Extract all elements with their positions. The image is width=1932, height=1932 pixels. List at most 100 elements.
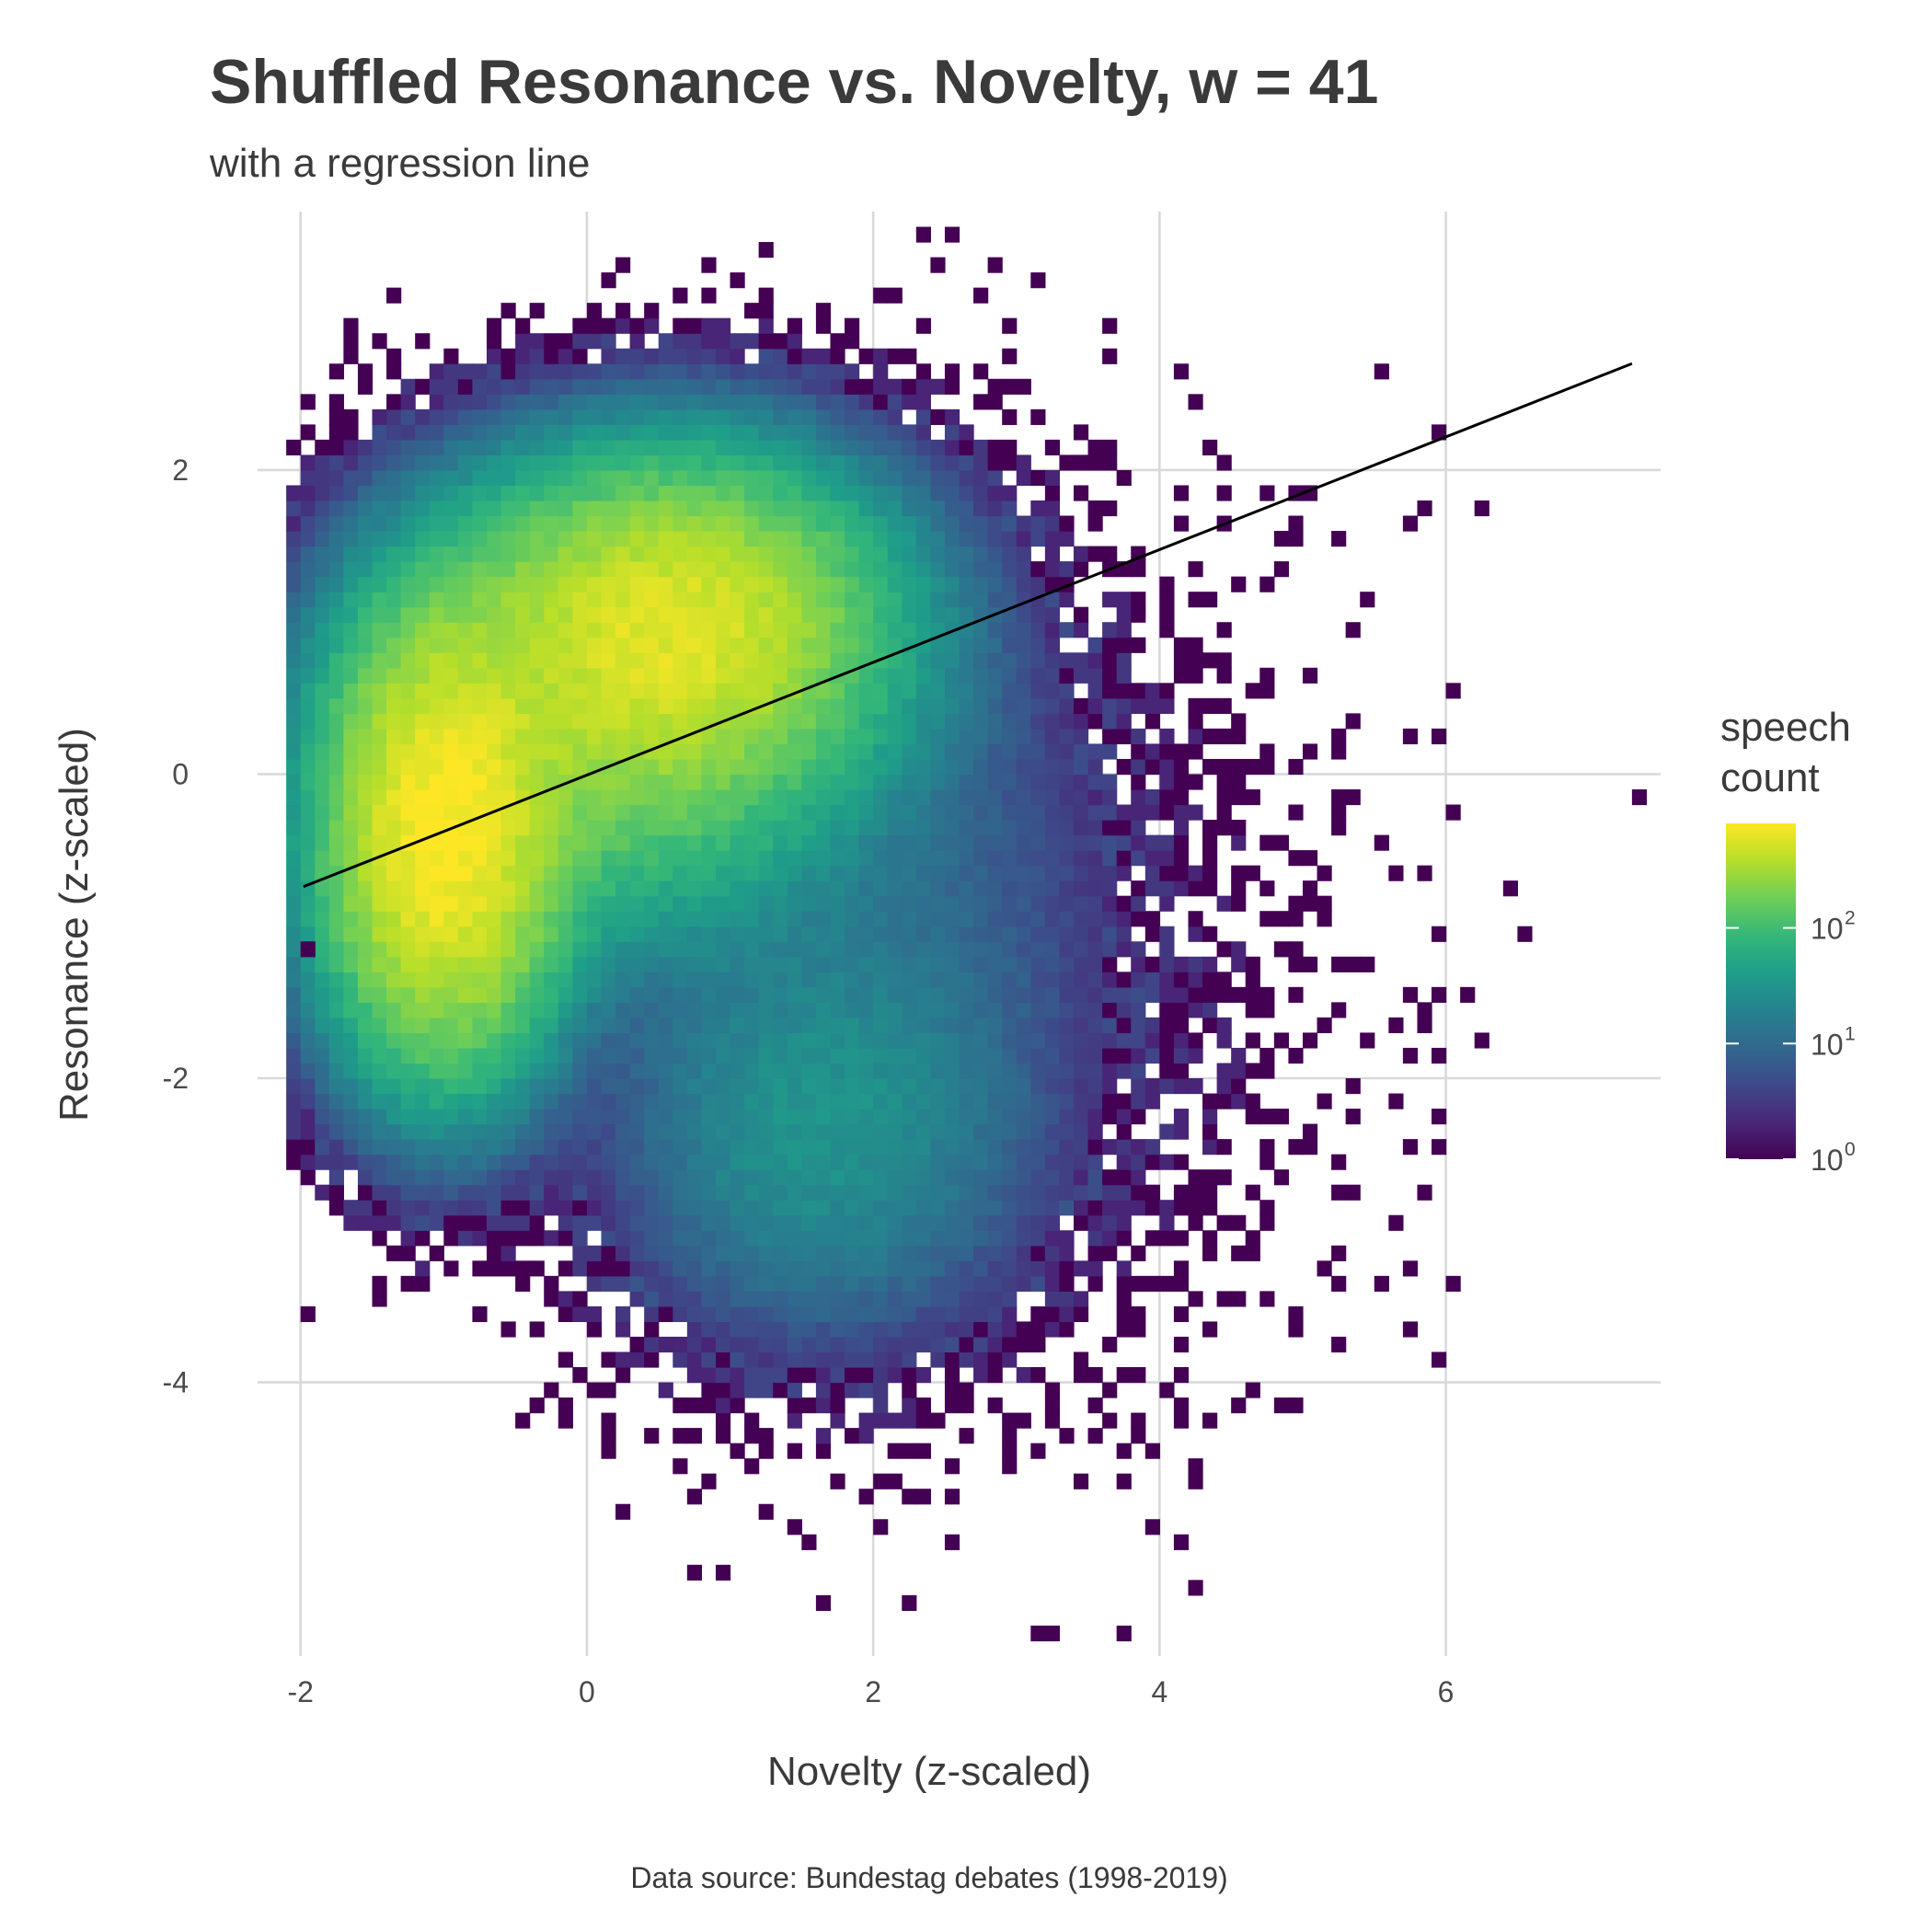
heatmap-cell	[343, 1093, 359, 1110]
heatmap-cell	[773, 592, 788, 608]
heatmap-cell	[429, 454, 444, 471]
heatmap-cell	[830, 1063, 845, 1079]
heatmap-cell	[701, 820, 717, 836]
heatmap-cell	[558, 1184, 573, 1201]
heatmap-cell	[701, 515, 717, 532]
heatmap-cell	[1202, 1412, 1218, 1429]
heatmap-cell	[400, 637, 416, 653]
heatmap-cell	[315, 911, 330, 927]
heatmap-cell	[500, 1230, 516, 1247]
heatmap-cell	[357, 378, 374, 395]
heatmap-cell	[801, 1002, 817, 1018]
heatmap-cell	[973, 667, 989, 684]
heatmap-cell	[1116, 1625, 1132, 1642]
heatmap-cell	[973, 515, 989, 532]
heatmap-cell	[572, 408, 588, 425]
heatmap-cell	[357, 439, 374, 456]
heatmap-cell	[815, 1260, 832, 1277]
heatmap-cell	[644, 606, 660, 623]
heatmap-cell	[586, 622, 603, 638]
heatmap-cell	[601, 1184, 616, 1201]
heatmap-cell	[701, 834, 717, 851]
heatmap-cell	[658, 439, 673, 456]
heatmap-cell	[615, 576, 631, 592]
heatmap-cell	[758, 956, 774, 972]
heatmap-cell	[601, 469, 616, 487]
heatmap-cell	[357, 804, 374, 821]
heatmap-cell	[1131, 956, 1146, 972]
heatmap-cell	[1002, 1443, 1018, 1459]
heatmap-cell	[873, 622, 889, 638]
heatmap-cell	[644, 683, 660, 699]
heatmap-cell	[773, 774, 788, 790]
heatmap-cell	[443, 408, 459, 425]
heatmap-cell	[1144, 1139, 1160, 1156]
heatmap-cell	[1030, 1625, 1046, 1642]
heatmap-cell	[572, 531, 588, 547]
heatmap-cell	[987, 637, 1003, 653]
heatmap-cell	[472, 637, 488, 653]
heatmap-cell	[343, 531, 359, 547]
heatmap-cell	[930, 1214, 946, 1231]
heatmap-cell	[658, 652, 673, 669]
heatmap-cell	[902, 789, 917, 806]
heatmap-cell	[415, 1093, 431, 1110]
heatmap-cell	[930, 1002, 946, 1018]
heatmap-cell	[400, 789, 416, 806]
heatmap-cell	[730, 941, 745, 958]
heatmap-cell	[315, 576, 330, 592]
heatmap-cell	[887, 865, 903, 881]
heatmap-cell	[1030, 1260, 1046, 1277]
heatmap-cell	[1159, 606, 1175, 623]
heatmap-cell	[629, 1032, 645, 1049]
heatmap-cell	[744, 652, 760, 669]
heatmap-cell	[787, 469, 802, 487]
heatmap-cell	[1059, 1063, 1075, 1079]
heatmap-cell	[959, 424, 974, 441]
heatmap-cell	[801, 774, 817, 790]
heatmap-cell	[944, 941, 960, 958]
heatmap-cell	[686, 637, 702, 653]
legend-tick-exponent: 2	[1845, 908, 1856, 929]
y-axis-label: Resonance (z-scaled)	[52, 728, 97, 1121]
heatmap-cell	[644, 515, 660, 532]
heatmap-cell	[1002, 683, 1018, 699]
heatmap-cell	[415, 926, 431, 942]
heatmap-cell	[1317, 911, 1332, 927]
heatmap-cell	[987, 1367, 1003, 1384]
heatmap-cell	[773, 606, 788, 623]
heatmap-cell	[973, 637, 989, 653]
heatmap-cell	[1002, 1275, 1018, 1292]
heatmap-cell	[973, 1154, 989, 1170]
heatmap-cell	[701, 652, 717, 669]
heatmap-cell	[415, 713, 431, 730]
heatmap-cell	[328, 804, 344, 821]
heatmap-cell	[457, 576, 474, 592]
heatmap-cell	[1144, 911, 1160, 927]
heatmap-cell	[1159, 1214, 1175, 1231]
heatmap-cell	[615, 956, 631, 972]
heatmap-cell	[1202, 926, 1218, 942]
heatmap-cell	[486, 469, 502, 487]
heatmap-cell	[701, 1017, 717, 1034]
heatmap-cell	[902, 1351, 917, 1368]
heatmap-cell	[1044, 820, 1061, 836]
heatmap-cell	[1073, 697, 1089, 714]
heatmap-cell	[1331, 1184, 1347, 1201]
heatmap-cell	[515, 622, 531, 638]
heatmap-cell	[658, 1047, 673, 1064]
heatmap-cell	[1044, 606, 1061, 623]
heatmap-cell	[915, 1214, 931, 1231]
heatmap-cell	[443, 485, 459, 501]
heatmap-cell	[558, 1123, 573, 1140]
heatmap-cell	[529, 728, 545, 745]
heatmap-cell	[845, 576, 860, 592]
heatmap-cell	[758, 774, 774, 790]
heatmap-cell	[845, 895, 860, 912]
heatmap-cell	[429, 424, 444, 441]
heatmap-cell	[1245, 683, 1260, 699]
heatmap-cell	[429, 926, 444, 942]
heatmap-cell	[1016, 911, 1031, 927]
heatmap-cell	[787, 789, 802, 806]
heatmap-cell	[1231, 728, 1247, 745]
